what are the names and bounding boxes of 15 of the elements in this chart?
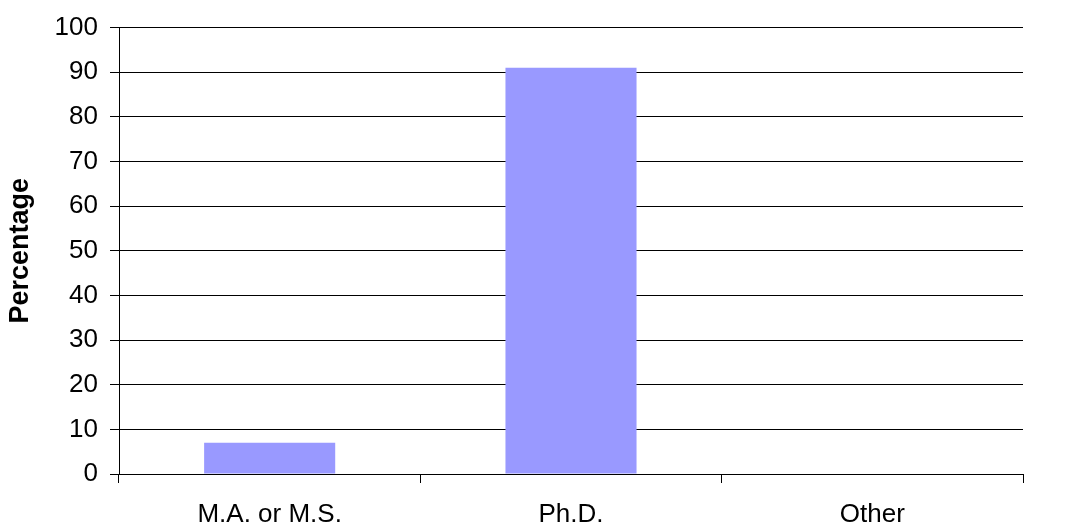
y-tick-label: 100 (54, 10, 98, 41)
y-tick-label: 0 (83, 457, 98, 488)
y-tick-label: 20 (69, 367, 98, 398)
x-tick-label: M.A. or M.S. (197, 497, 342, 527)
y-tick-label: 10 (69, 412, 98, 443)
x-tick-label: Other (839, 497, 906, 527)
y-tick-label: 80 (69, 100, 98, 131)
y-axis-title: Percentage (3, 178, 34, 324)
y-tick-label: 70 (69, 144, 98, 175)
x-tick-label: Ph.D. (538, 497, 604, 527)
y-tick-label: 40 (69, 278, 98, 309)
y-tick-label: 60 (69, 189, 98, 220)
y-tick-label: 30 (69, 323, 98, 354)
y-tick-label: 90 (69, 55, 98, 86)
y-tick-label: 50 (69, 233, 98, 264)
